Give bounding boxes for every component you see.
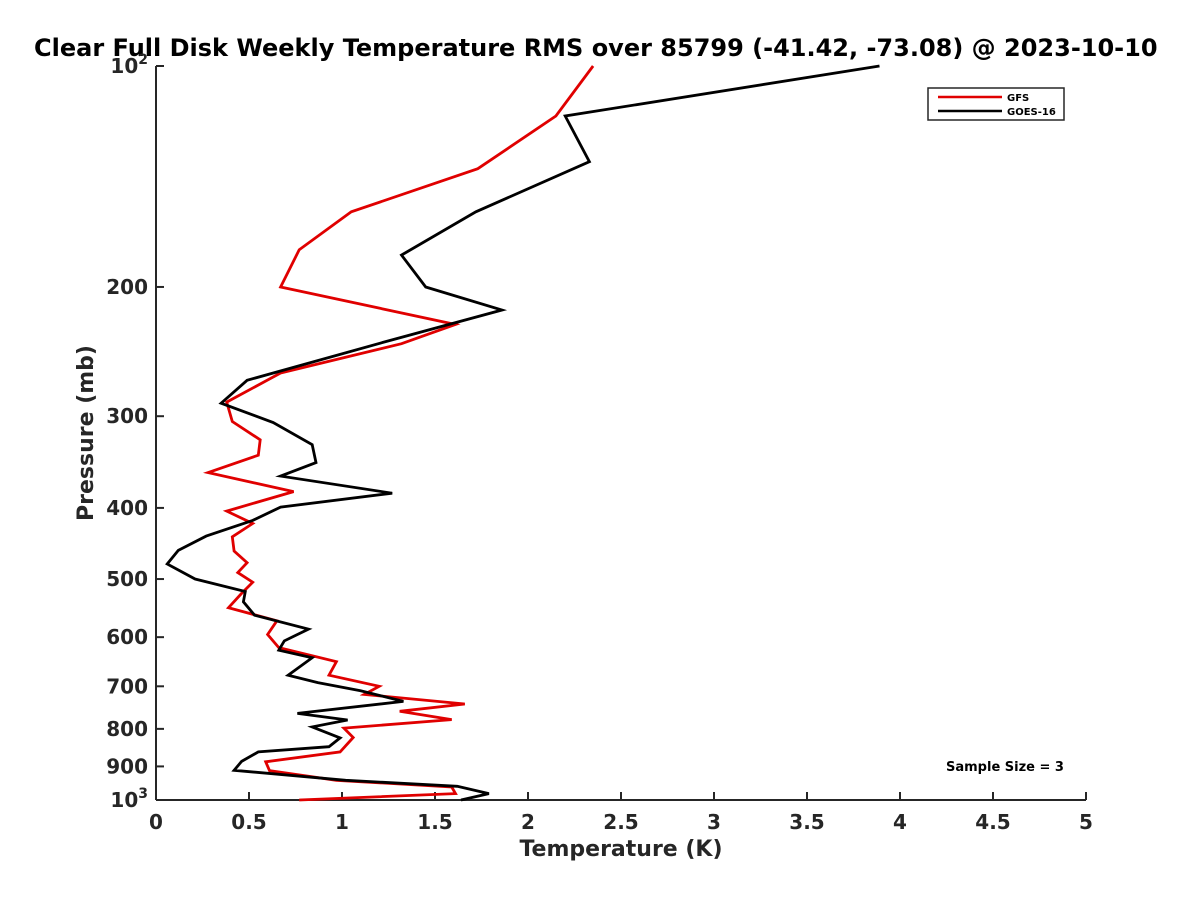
x-tick-label-1: 1 [335,810,349,834]
plot-area: 0 0.5 1 1.5 2 2.5 3 3.5 4 4.5 5 102 200 300 400 500 600… [106,52,1093,834]
y-tick-label-1000: 103 [110,786,148,812]
x-tick-label-0-5: 0.5 [231,810,266,834]
y-tick-label-200: 200 [106,275,148,299]
y-tick-label-600: 600 [106,625,148,649]
x-tick-label-3-5: 3.5 [789,810,824,834]
x-tick-label-4: 4 [893,810,907,834]
y-tick-label-100: 102 [110,52,148,78]
x-tick-label-5: 5 [1079,810,1093,834]
x-tick-label-1-5: 1.5 [417,810,452,834]
y-axis-ticks: 102 200 300 400 500 600 700 800 900 103 [106,52,164,812]
y-tick-label-300: 300 [106,404,148,428]
y-tick-label-400: 400 [106,496,148,520]
x-tick-label-4-5: 4.5 [975,810,1010,834]
series-lines [165,64,880,802]
y-tick-label-500: 500 [106,567,148,591]
x-tick-label-2-5: 2.5 [603,810,638,834]
y-tick-label-900: 900 [106,754,148,778]
sample-size-annotation: Sample Size = 3 [946,760,1064,775]
legend-label-gfs: GFS [1007,93,1029,104]
x-tick-label-0: 0 [149,810,163,834]
chart-title: Clear Full Disk Weekly Temperature RMS o… [34,34,1158,62]
x-tick-label-2: 2 [521,810,535,834]
series-line-gfs [202,65,595,802]
y-tick-label-800: 800 [106,717,148,741]
legend-label-goes16: GOES-16 [1007,107,1056,118]
legend-box [927,87,1065,121]
y-axis-label: Pressure (mb) [74,345,99,521]
x-axis-ticks: 0 0.5 1 1.5 2 2.5 3 3.5 4 4.5 5 [149,792,1093,834]
y-tick-label-700: 700 [106,674,148,698]
x-tick-label-3: 3 [707,810,721,834]
legend: GFS GOES-16 [927,87,1065,121]
series-line-goes-16 [165,64,880,802]
x-axis-label: Temperature (K) [519,837,722,862]
